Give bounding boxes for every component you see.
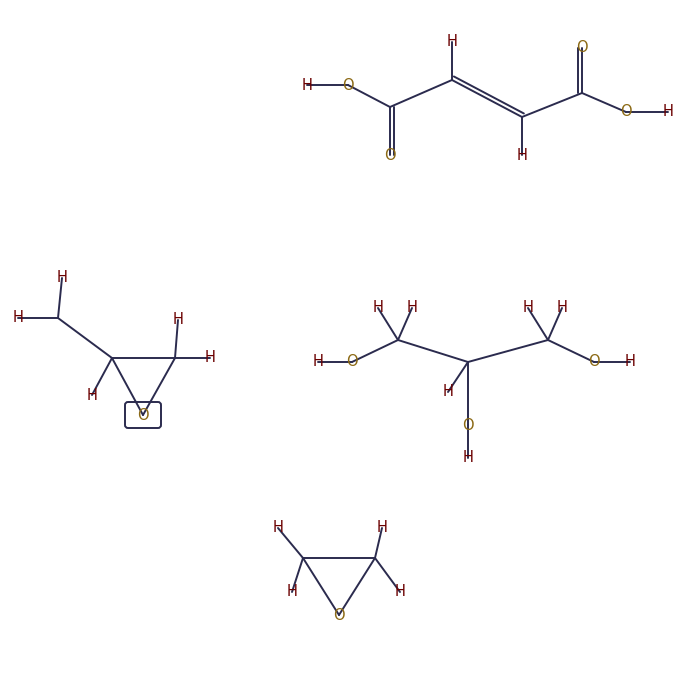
Text: H: H <box>205 351 215 365</box>
Text: H: H <box>462 450 473 466</box>
Text: H: H <box>663 104 674 119</box>
Text: H: H <box>377 521 387 536</box>
Text: H: H <box>523 300 534 315</box>
Text: H: H <box>395 584 406 599</box>
Text: H: H <box>287 584 298 599</box>
Text: H: H <box>557 300 568 315</box>
Text: H: H <box>12 311 23 325</box>
Text: O: O <box>462 418 474 433</box>
Text: H: H <box>406 300 417 315</box>
Text: H: H <box>443 384 453 399</box>
Text: O: O <box>346 355 358 370</box>
Text: H: H <box>624 355 635 370</box>
Text: O: O <box>137 407 149 422</box>
Text: H: H <box>172 313 183 327</box>
Text: O: O <box>620 104 632 119</box>
Text: H: H <box>516 148 527 163</box>
Text: H: H <box>302 77 313 92</box>
Text: O: O <box>384 148 396 163</box>
Text: O: O <box>588 355 600 370</box>
Text: O: O <box>333 607 345 622</box>
Text: O: O <box>576 41 588 56</box>
Text: H: H <box>313 355 324 370</box>
Text: O: O <box>342 77 354 92</box>
Text: H: H <box>87 388 97 403</box>
Text: H: H <box>447 35 458 49</box>
Text: H: H <box>272 521 283 536</box>
Text: H: H <box>57 271 68 285</box>
Text: H: H <box>373 300 384 315</box>
